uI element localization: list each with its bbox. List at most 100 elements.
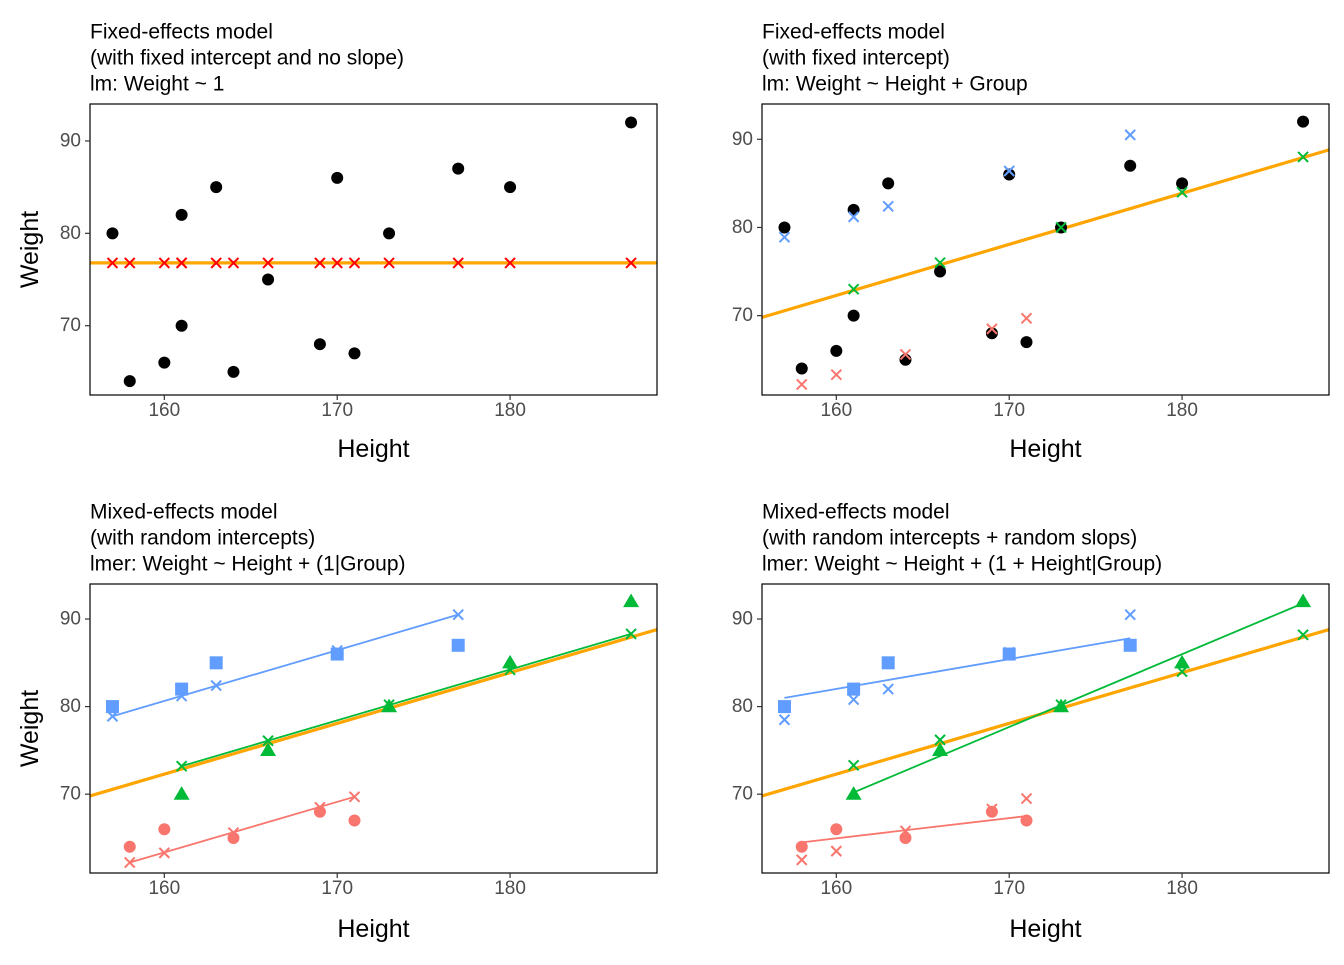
predicted-point-x <box>1176 665 1188 678</box>
data-point-circle <box>1297 115 1310 128</box>
predicted-point-x <box>504 257 516 269</box>
x-tick-label: 180 <box>494 878 526 899</box>
predicted-point-x <box>847 211 860 223</box>
predicted-point-x <box>778 714 791 726</box>
data-point-circle <box>1124 159 1137 172</box>
data-point-square <box>1002 647 1016 661</box>
data-point-circle <box>985 327 998 340</box>
predicted-point-x <box>504 664 516 676</box>
data-point-square <box>105 700 119 714</box>
data-point-circle <box>383 227 396 240</box>
data-point-square <box>175 682 189 696</box>
panel-title-line: Fixed-effects model <box>90 20 273 43</box>
data-point-circle <box>985 805 998 818</box>
predicted-point-x <box>1297 151 1309 163</box>
predicted-point-x <box>124 856 136 869</box>
data-point-circle <box>1176 177 1189 190</box>
predicted-point-x <box>625 628 637 640</box>
data-point-circle <box>830 344 843 357</box>
panel-title-line: Mixed-effects model <box>762 500 950 523</box>
data-point-triangle <box>1174 654 1191 669</box>
data-point-square <box>1123 638 1137 652</box>
predicted-point-x <box>227 257 240 269</box>
group-fit-line-blue <box>112 613 459 718</box>
group-fit-line-red <box>801 815 1027 844</box>
data-point-circle <box>1020 336 1033 349</box>
predicted-point-x <box>175 257 188 269</box>
data-point-triangle <box>260 742 277 756</box>
data-point-circle <box>1020 814 1033 827</box>
x-tick-label: 180 <box>1166 878 1198 899</box>
predicted-point-x <box>882 683 894 695</box>
predicted-point-x <box>830 369 843 381</box>
data-point-triangle <box>932 742 949 756</box>
data-point-circle <box>123 375 136 388</box>
plot-area <box>90 593 657 869</box>
predicted-point-x <box>1055 699 1067 711</box>
data-point-circle <box>830 823 843 836</box>
predicted-point-x <box>986 323 998 335</box>
data-point-triangle <box>845 786 862 800</box>
x-tick-label: 170 <box>993 878 1025 899</box>
y-tick-label: 80 <box>732 217 753 238</box>
predicted-point-x <box>175 760 188 772</box>
data-point-circle <box>158 823 171 836</box>
predicted-point-x <box>314 801 326 814</box>
data-point-square <box>451 638 465 652</box>
predicted-point-x <box>1003 646 1015 659</box>
data-point-triangle <box>1295 593 1312 608</box>
y-axis-label: Weight <box>16 211 44 288</box>
predicted-point-x <box>1124 608 1136 621</box>
data-point-square <box>777 700 791 714</box>
predicted-point-x <box>796 378 808 391</box>
predicted-point-x <box>210 679 222 692</box>
predicted-point-x <box>847 759 860 771</box>
x-axis-label: Height <box>337 435 409 463</box>
x-axis-label: Height <box>337 915 409 943</box>
predicted-point-x <box>106 257 119 269</box>
predicted-point-x <box>986 803 998 815</box>
predicted-point-x <box>625 257 637 269</box>
data-point-square <box>881 656 895 670</box>
data-point-circle <box>348 814 361 827</box>
predicted-point-x <box>934 257 946 269</box>
predicted-point-x <box>314 257 326 269</box>
data-point-circle <box>175 319 188 332</box>
y-tick-label: 90 <box>732 129 753 150</box>
group-fit-line-green <box>853 602 1304 794</box>
data-point-circle <box>227 365 240 378</box>
group-fit-line-green <box>181 633 632 768</box>
predicted-point-x <box>158 257 171 269</box>
data-point-triangle <box>623 593 640 608</box>
x-axis-label: Height <box>1009 435 1081 463</box>
predicted-point-x <box>796 854 808 866</box>
predicted-point-x <box>847 283 860 295</box>
data-point-triangle <box>173 786 190 800</box>
data-point-circle <box>210 181 223 194</box>
data-point-circle <box>778 221 791 234</box>
data-point-circle <box>158 356 171 369</box>
panel-2: Fixed-effects model (with fixed intercept… <box>732 20 1330 463</box>
panel-1: Fixed-effects model (with fixed intercept… <box>16 20 658 463</box>
predicted-point-x <box>383 699 395 711</box>
x-tick-label: 160 <box>820 878 852 899</box>
x-tick-label: 180 <box>494 400 526 421</box>
panel-title-line: (with fixed intercept and no slope) <box>90 46 404 69</box>
plot-area <box>762 115 1329 391</box>
panel-border <box>89 583 658 874</box>
predicted-point-x <box>452 608 464 621</box>
predicted-point-x <box>331 644 343 657</box>
predicted-point-x <box>452 257 464 269</box>
x-tick-label: 160 <box>148 878 180 899</box>
predicted-point-x <box>899 825 912 837</box>
panel-title-line: lmer: Weight ~ Height + (1 + Height|Grou… <box>762 552 1162 575</box>
y-axis-label: Weight <box>16 690 44 767</box>
data-point-circle <box>882 177 895 190</box>
fixed-effect-line <box>762 628 1329 798</box>
data-point-circle <box>452 162 465 175</box>
data-point-circle <box>795 840 808 853</box>
y-tick-label: 70 <box>732 784 753 805</box>
panel-title-line: Fixed-effects model <box>762 20 945 43</box>
predicted-point-x <box>830 845 843 857</box>
plot-area <box>762 593 1329 866</box>
